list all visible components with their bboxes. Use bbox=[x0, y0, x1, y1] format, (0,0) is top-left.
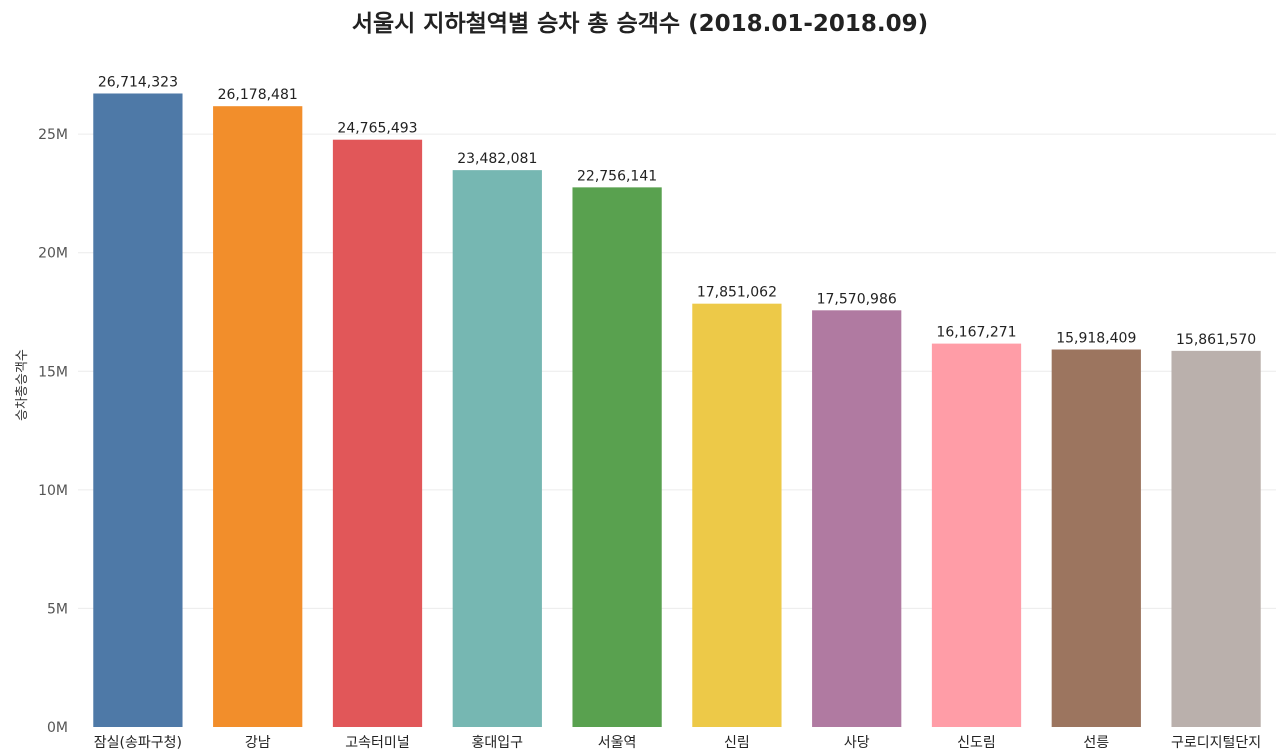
bar-8[interactable] bbox=[931, 343, 1022, 727]
category-label-4: 홍대입구 bbox=[472, 735, 524, 751]
data-label-5: 22,756,141 bbox=[577, 168, 657, 184]
y-tick-label: 15M bbox=[38, 364, 68, 380]
bar-6[interactable] bbox=[692, 303, 782, 727]
y-tick-label: 20M bbox=[38, 246, 68, 262]
bar-7[interactable] bbox=[812, 310, 902, 727]
data-labels: 26,714,323 26,178,481 24,765,493 23,482,081… bbox=[98, 74, 1256, 347]
chart-title: 서울시 지하철역별 승차 총 승객수 (2018.01-2018.09) bbox=[351, 11, 929, 37]
bars bbox=[93, 93, 1261, 728]
bar-10[interactable] bbox=[1171, 350, 1261, 727]
bar-3[interactable] bbox=[332, 139, 423, 727]
category-label-7: 사당 bbox=[844, 735, 870, 751]
data-label-9: 15,918,409 bbox=[1056, 331, 1136, 347]
data-label-3: 24,765,493 bbox=[337, 121, 417, 137]
bar-1[interactable] bbox=[93, 93, 183, 728]
category-label-10: 구로디지털단지 bbox=[1171, 735, 1261, 751]
data-label-8: 16,167,271 bbox=[936, 325, 1016, 341]
bar-2[interactable] bbox=[213, 106, 303, 727]
bar-4[interactable] bbox=[452, 170, 542, 727]
data-label-1: 26,714,323 bbox=[98, 74, 178, 90]
y-tick-label: 25M bbox=[38, 127, 68, 143]
y-tick-label: 10M bbox=[38, 483, 68, 499]
y-axis-ticks: 0M 5M 10M 15M 20M 25M bbox=[38, 127, 68, 736]
bar-9[interactable] bbox=[1051, 349, 1141, 727]
data-label-4: 23,482,081 bbox=[457, 151, 537, 167]
category-label-3: 고속터미널 bbox=[345, 735, 409, 751]
data-label-10: 15,861,570 bbox=[1176, 332, 1256, 348]
data-label-6: 17,851,062 bbox=[697, 285, 777, 301]
y-axis-title: 승차총승객수 bbox=[15, 349, 30, 421]
data-label-2: 26,178,481 bbox=[218, 87, 298, 103]
category-label-6: 신림 bbox=[724, 735, 750, 751]
category-label-5: 서울역 bbox=[598, 735, 637, 751]
category-label-1: 잠실(송파구청) bbox=[94, 735, 182, 751]
category-label-8: 신도림 bbox=[957, 735, 996, 751]
data-label-7: 17,570,986 bbox=[817, 291, 897, 307]
bar-5[interactable] bbox=[572, 187, 662, 727]
category-label-2: 강남 bbox=[245, 735, 271, 751]
category-label-9: 선릉 bbox=[1083, 735, 1109, 751]
x-axis-categories: 잠실(송파구청) 강남 고속터미널 홍대입구 서울역 신림 사당 신도림 선릉 구로디지털단지 bbox=[94, 735, 1261, 751]
y-tick-label: 5M bbox=[47, 601, 68, 617]
y-tick-label: 0M bbox=[47, 720, 68, 736]
